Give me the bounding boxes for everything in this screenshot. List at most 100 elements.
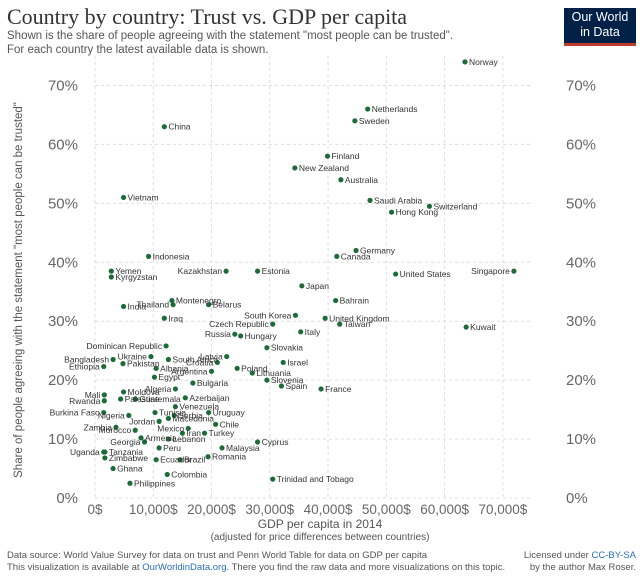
- point-japan[interactable]: [299, 283, 305, 289]
- point-rwanda[interactable]: [101, 398, 107, 404]
- point-ukraine[interactable]: [148, 353, 154, 360]
- point-montenegro[interactable]: [169, 297, 175, 304]
- owid-logo[interactable]: Our World in Data: [564, 8, 636, 46]
- point-colombia[interactable]: [164, 471, 170, 478]
- point-mali[interactable]: [101, 392, 107, 398]
- point-south-africa[interactable]: [165, 356, 172, 363]
- point-bangladesh[interactable]: [110, 356, 116, 363]
- point-label-ecuador: Ecuador: [160, 455, 192, 465]
- point-indonesia[interactable]: [146, 253, 152, 259]
- point-india[interactable]: [120, 303, 127, 310]
- point-moldova[interactable]: [120, 389, 127, 395]
- point-belarus[interactable]: [206, 302, 212, 308]
- point-kazakhstan[interactable]: [223, 268, 229, 274]
- point-peru[interactable]: [156, 445, 162, 451]
- point-ghana[interactable]: [110, 465, 116, 472]
- point-dominican-republic[interactable]: [163, 343, 169, 349]
- point-egypt[interactable]: [151, 374, 158, 380]
- point-south-korea[interactable]: [292, 312, 299, 318]
- point-iran[interactable]: [179, 430, 185, 436]
- point-jordan[interactable]: [156, 418, 162, 424]
- point-label-canada: Canada: [341, 251, 371, 261]
- point-turkey[interactable]: [201, 430, 208, 436]
- point-palestine[interactable]: [118, 396, 124, 402]
- point-iraq[interactable]: [161, 315, 167, 321]
- point-tanzania[interactable]: [102, 449, 108, 455]
- point-spain[interactable]: [278, 383, 285, 389]
- x-tick-label: 60,000$: [420, 502, 469, 517]
- point-taiwan[interactable]: [337, 321, 343, 327]
- point-thailand[interactable]: [170, 302, 176, 308]
- point-australia[interactable]: [338, 177, 344, 183]
- point-label-iran: Iran: [186, 428, 201, 438]
- point-hungary[interactable]: [238, 333, 244, 339]
- point-trinidad-and-tobago[interactable]: [270, 476, 276, 482]
- point-ethiopia[interactable]: [101, 363, 107, 370]
- point-mexico[interactable]: [185, 425, 191, 432]
- point-bulgaria[interactable]: [190, 380, 196, 386]
- point-norway[interactable]: [462, 59, 468, 65]
- point-morocco[interactable]: [132, 427, 138, 433]
- point-label-france: France: [325, 384, 352, 394]
- point-united-states[interactable]: [393, 271, 399, 277]
- point-russia[interactable]: [232, 331, 238, 337]
- point-zimbabwe[interactable]: [102, 455, 108, 461]
- point-latvia[interactable]: [224, 353, 230, 360]
- point-algeria[interactable]: [172, 386, 179, 392]
- point-slovenia[interactable]: [264, 377, 270, 383]
- point-france[interactable]: [318, 386, 324, 392]
- point-finland[interactable]: [324, 153, 331, 159]
- point-united-kingdom[interactable]: [322, 315, 328, 321]
- point-new-zealand[interactable]: [292, 165, 298, 171]
- point-georgia[interactable]: [141, 439, 148, 445]
- point-saudi-arabia[interactable]: [367, 197, 373, 203]
- point-czech-republic[interactable]: [270, 321, 276, 327]
- point-kyrgyzstan[interactable]: [108, 274, 114, 280]
- point-chile[interactable]: [213, 421, 219, 427]
- point-china[interactable]: [161, 124, 167, 130]
- point-germany[interactable]: [353, 247, 359, 254]
- point-bahrain[interactable]: [333, 297, 339, 304]
- point-switzerland[interactable]: [426, 203, 433, 209]
- point-guatemala[interactable]: [132, 396, 138, 402]
- point-label-indonesia: Indonesia: [153, 251, 190, 261]
- point-lebanon[interactable]: [165, 436, 172, 442]
- point-croatia[interactable]: [214, 359, 220, 366]
- point-kuwait[interactable]: [463, 324, 469, 330]
- point-canada[interactable]: [334, 253, 340, 259]
- point-poland[interactable]: [234, 365, 240, 371]
- point-israel[interactable]: [280, 359, 286, 366]
- point-sweden[interactable]: [352, 118, 358, 124]
- point-pakistan[interactable]: [120, 361, 126, 367]
- point-tunisia[interactable]: [152, 409, 158, 416]
- point-nigeria[interactable]: [126, 412, 132, 419]
- point-venezuela[interactable]: [172, 404, 179, 410]
- point-estonia[interactable]: [254, 268, 261, 274]
- owid-link[interactable]: OurWorldinData.org: [142, 562, 227, 573]
- point-vietnam[interactable]: [120, 194, 127, 201]
- point-lithuania[interactable]: [249, 370, 255, 376]
- point-cyprus[interactable]: [254, 439, 261, 445]
- point-romania[interactable]: [205, 454, 211, 460]
- point-yemen[interactable]: [108, 268, 114, 274]
- y-tick-label-left: 30%: [48, 313, 78, 330]
- license-link[interactable]: CC-BY-SA: [591, 550, 636, 561]
- point-burkina-faso[interactable]: [101, 409, 107, 416]
- point-slovakia[interactable]: [264, 345, 270, 351]
- point-ecuador[interactable]: [153, 457, 159, 463]
- point-philippines[interactable]: [127, 480, 133, 486]
- point-malaysia[interactable]: [219, 445, 225, 451]
- point-zambia[interactable]: [113, 424, 119, 430]
- point-uruguay[interactable]: [206, 409, 212, 416]
- point-argentina[interactable]: [208, 368, 215, 374]
- point-brazil[interactable]: [177, 457, 183, 463]
- point-singapore[interactable]: [511, 268, 517, 274]
- point-albania[interactable]: [153, 365, 159, 371]
- point-netherlands[interactable]: [365, 106, 371, 112]
- point-hong-kong[interactable]: [388, 209, 395, 215]
- point-azerbaijan[interactable]: [182, 395, 188, 401]
- point-armenia[interactable]: [138, 435, 144, 441]
- point-serbia[interactable]: [171, 412, 177, 419]
- point-italy[interactable]: [298, 329, 304, 335]
- point-macedonia[interactable]: [165, 415, 172, 422]
